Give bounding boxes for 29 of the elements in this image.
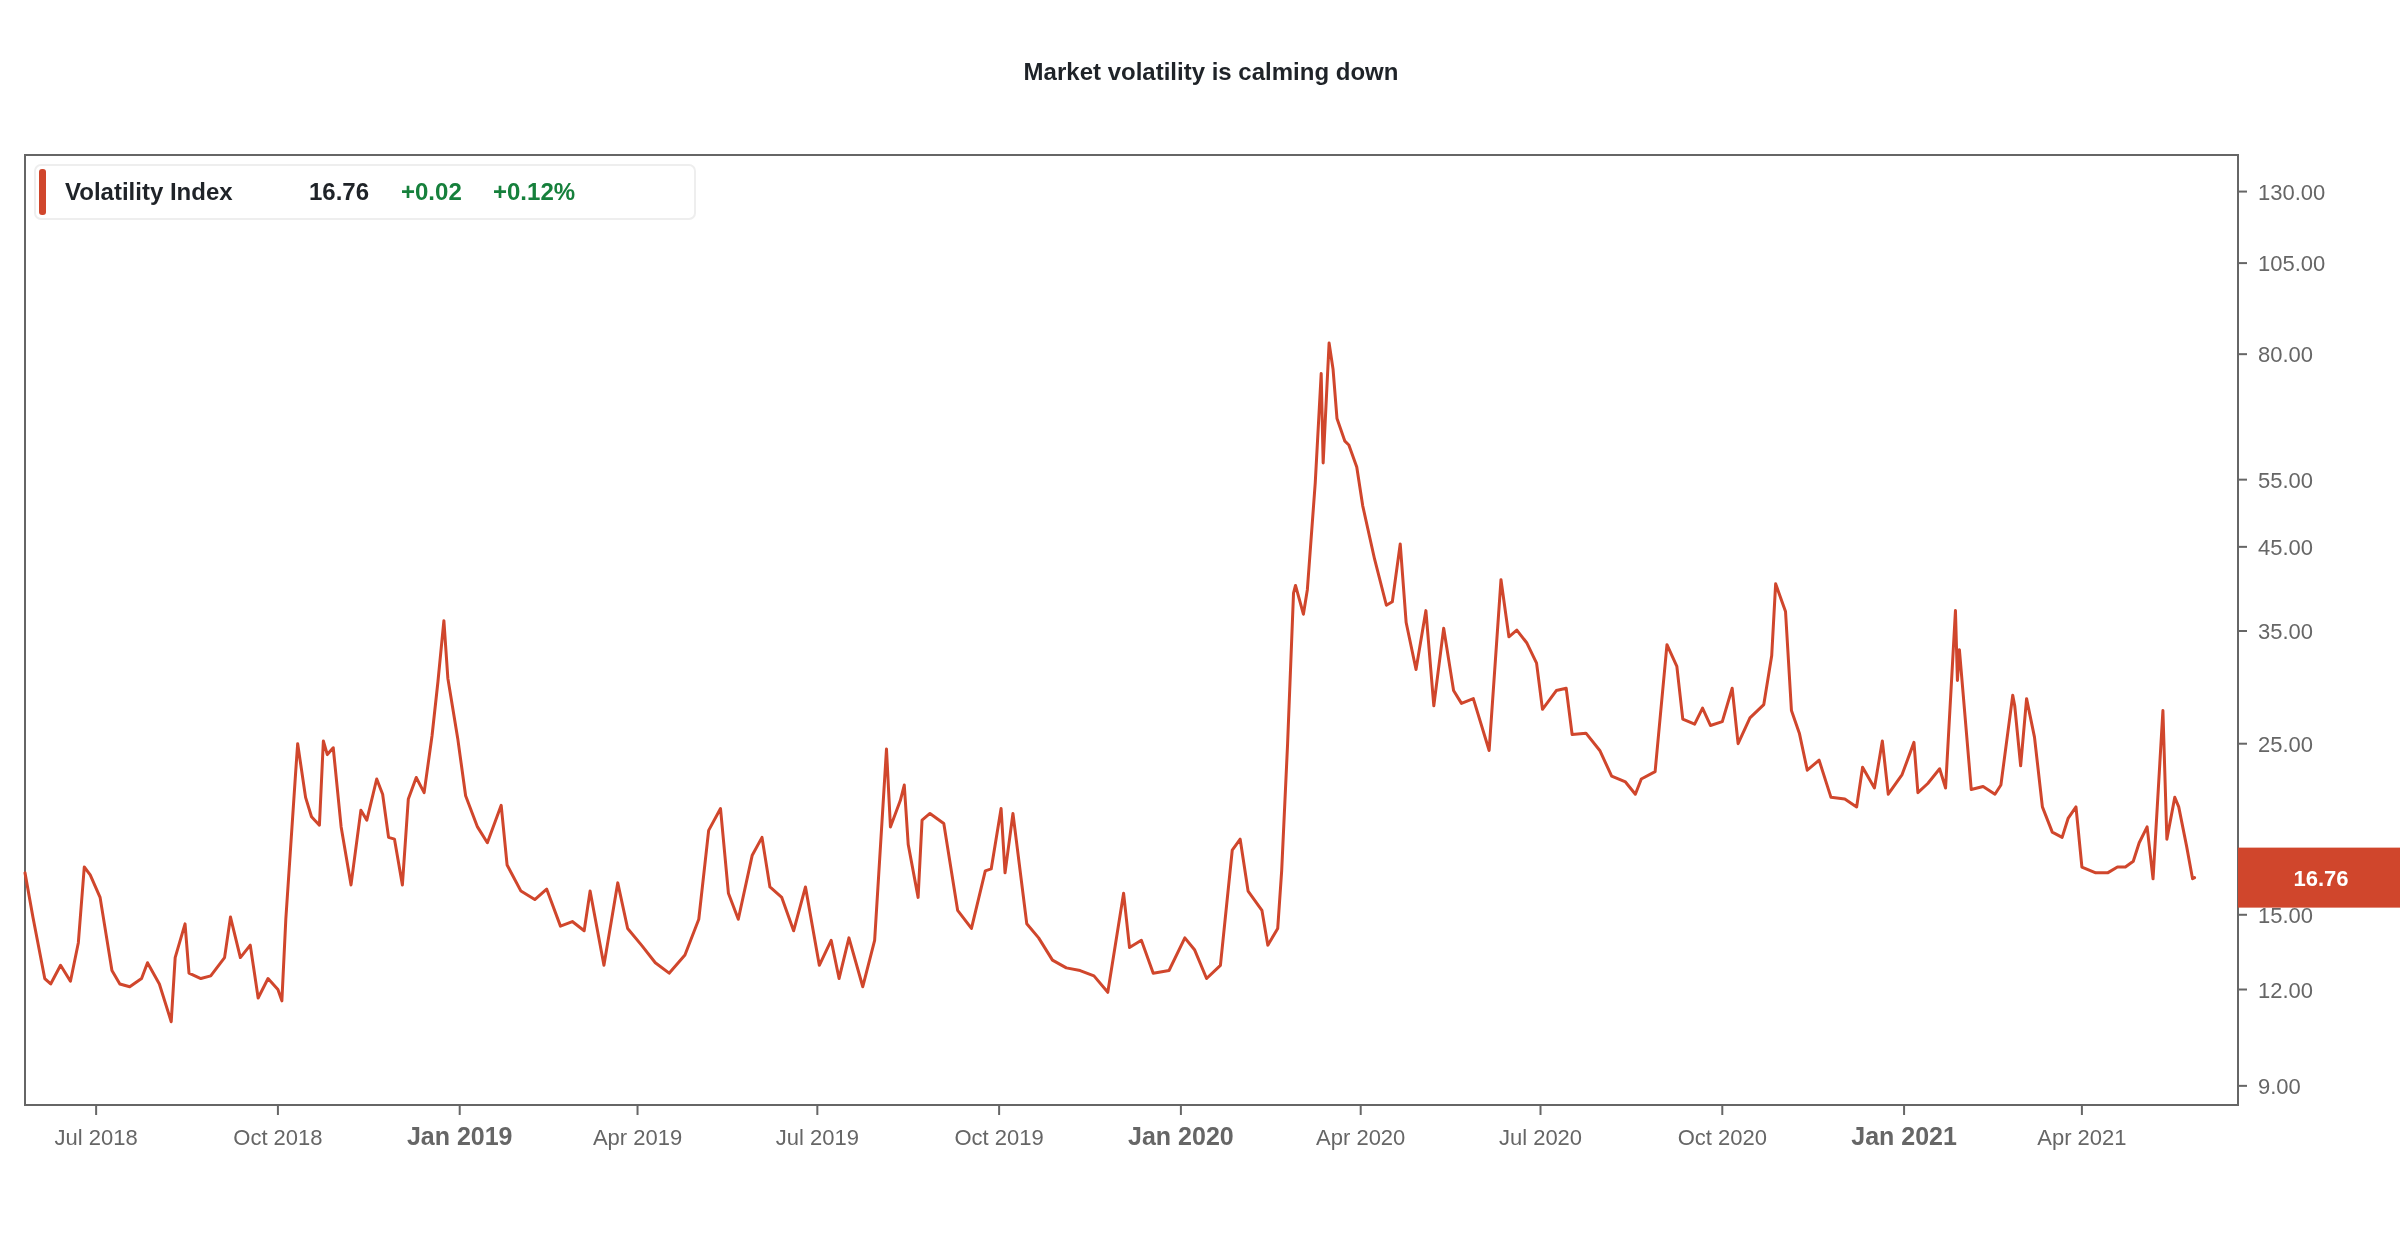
x-tick-label: Jul 2020 (1498, 1125, 1583, 1150)
annotation: +0.02 (401, 178, 462, 205)
text: 16.76 (2293, 865, 2349, 891)
x-tick-label: Apr 2021 (2037, 1125, 2127, 1150)
x-tick-label: Apr 2020 (1316, 1125, 1406, 1150)
y-tick-label: 105.00 (2258, 251, 2326, 277)
x-tick-label: Oct 2019 (954, 1125, 1044, 1150)
annotation: 16.76 (309, 178, 370, 205)
x-tick-label: Jan 2020 (1128, 1122, 1234, 1150)
x-tick-label: Oct 2018 (233, 1125, 323, 1150)
y-tick-label: 130.00 (2258, 179, 2326, 205)
annotation: +0.12% (493, 178, 576, 205)
y-tick-label: 55.00 (2258, 467, 2314, 493)
x-tick-label: Jul 2018 (54, 1125, 138, 1150)
x-tick-label: Oct 2020 (1677, 1125, 1767, 1150)
x-tick-label: Jul 2019 (775, 1125, 859, 1150)
y-tick-label: 80.00 (2258, 342, 2314, 368)
y-tick-label: 15.00 (2258, 902, 2314, 928)
chart-title: Market volatility is calming down (1023, 58, 1399, 85)
y-tick-label: 25.00 (2258, 731, 2314, 757)
line-series (23, 341, 2197, 1024)
y-tick-label: 9.00 (2258, 1073, 2301, 1099)
x-tick-label: Apr 2019 (592, 1125, 683, 1150)
x-tick-label: Jan 2019 (406, 1122, 513, 1150)
legend-label: Volatility Index (65, 178, 234, 205)
y-tick-label: 12.00 (2258, 977, 2314, 1003)
y-tick-label: 35.00 (2258, 619, 2314, 645)
y-tick-label: 45.00 (2258, 534, 2314, 560)
x-tick-label: Jan 2021 (1851, 1122, 1957, 1150)
